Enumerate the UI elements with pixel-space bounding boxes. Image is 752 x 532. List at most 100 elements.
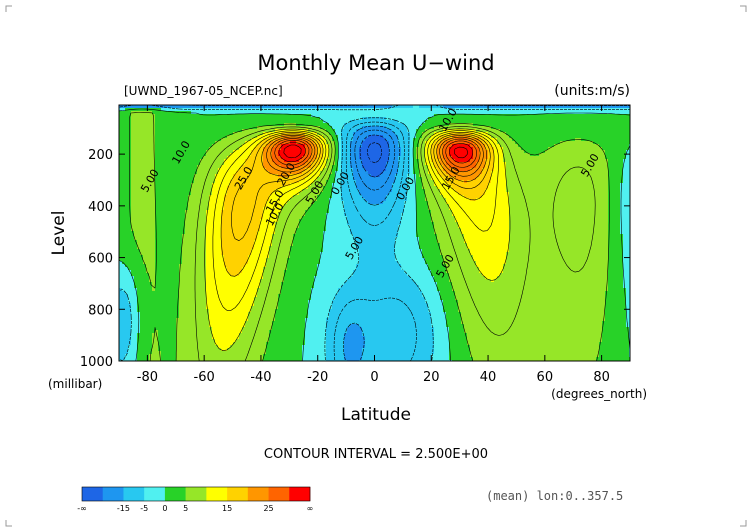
field-cell	[398, 138, 402, 142]
field-cell	[212, 120, 216, 124]
field-cell	[164, 132, 168, 136]
field-cell	[566, 132, 570, 136]
field-cell	[608, 126, 612, 130]
field-cell	[416, 108, 420, 112]
field-cell	[191, 120, 195, 124]
field-cell	[131, 153, 135, 157]
field-cell	[281, 165, 285, 169]
field-cell	[371, 165, 375, 169]
field-cell	[131, 105, 135, 109]
field-cell	[236, 162, 240, 166]
field-cell	[365, 150, 369, 154]
field-cell	[569, 111, 573, 115]
field-cell	[140, 168, 144, 172]
field-cell	[470, 105, 474, 109]
field-cell	[452, 114, 456, 118]
field-cell	[188, 123, 192, 127]
field-cell	[479, 117, 483, 121]
field-cell	[443, 120, 447, 124]
field-cell	[122, 162, 126, 166]
field-cell	[389, 156, 393, 160]
field-cell	[386, 144, 390, 148]
field-cell	[428, 162, 432, 166]
field-cell	[509, 141, 513, 145]
field-cell	[317, 117, 321, 121]
field-cell	[296, 138, 300, 142]
field-cell	[143, 186, 147, 190]
field-cell	[617, 120, 621, 124]
field-cell	[122, 123, 126, 127]
field-cell	[353, 189, 357, 193]
field-cell	[452, 159, 456, 163]
field-cell	[371, 126, 375, 130]
field-cell	[467, 162, 471, 166]
field-cell	[548, 177, 552, 181]
field-cell	[401, 165, 405, 169]
field-cell	[461, 138, 465, 142]
field-cell	[206, 144, 210, 148]
field-cell	[329, 123, 333, 127]
field-cell	[452, 183, 456, 187]
field-cell	[224, 159, 228, 163]
field-cell	[464, 111, 468, 115]
field-cell	[254, 177, 258, 181]
field-cell	[395, 159, 399, 163]
field-cell	[437, 147, 441, 151]
field-cell	[203, 186, 207, 190]
field-cell	[533, 117, 537, 121]
field-cell	[542, 111, 546, 115]
field-cell	[581, 171, 585, 175]
field-cell	[122, 159, 126, 163]
field-cell	[494, 123, 498, 127]
field-cell	[428, 126, 432, 130]
field-cell	[230, 111, 234, 115]
field-cell	[248, 165, 252, 169]
field-cell	[575, 114, 579, 118]
field-cell	[416, 180, 420, 184]
field-cell	[608, 114, 612, 118]
field-cell	[302, 156, 306, 160]
field-cell	[230, 108, 234, 112]
field-cell	[614, 135, 618, 139]
field-cell	[521, 141, 525, 145]
field-cell	[200, 159, 204, 163]
field-cell	[200, 150, 204, 154]
field-cell	[203, 141, 207, 145]
field-cell	[248, 150, 252, 154]
field-cell	[515, 159, 519, 163]
field-cell	[173, 189, 177, 193]
field-cell	[488, 171, 492, 175]
field-cell	[611, 180, 615, 184]
field-cell	[323, 147, 327, 151]
field-cell	[569, 144, 573, 148]
field-cell	[257, 156, 261, 160]
field-cell	[434, 189, 438, 193]
field-cell	[416, 135, 420, 139]
field-cell	[386, 135, 390, 139]
field-cell	[605, 168, 609, 172]
field-cell	[617, 189, 621, 193]
field-cell	[161, 117, 165, 121]
field-cell	[560, 111, 564, 115]
field-cell	[356, 159, 360, 163]
field-cell	[611, 168, 615, 172]
field-cell	[260, 153, 264, 157]
field-cell	[374, 138, 378, 142]
field-cell	[188, 129, 192, 133]
field-cell	[596, 120, 600, 124]
field-cell	[155, 105, 159, 109]
field-cell	[347, 159, 351, 163]
field-cell	[203, 150, 207, 154]
field-cell	[326, 108, 330, 112]
field-cell	[611, 132, 615, 136]
field-cell	[299, 132, 303, 136]
field-cell	[335, 171, 339, 175]
field-cell	[125, 168, 129, 172]
field-cell	[245, 189, 249, 193]
field-cell	[527, 174, 531, 178]
field-cell	[374, 186, 378, 190]
field-cell	[224, 156, 228, 160]
field-cell	[233, 159, 237, 163]
field-cell	[323, 129, 327, 133]
field-cell	[581, 180, 585, 184]
